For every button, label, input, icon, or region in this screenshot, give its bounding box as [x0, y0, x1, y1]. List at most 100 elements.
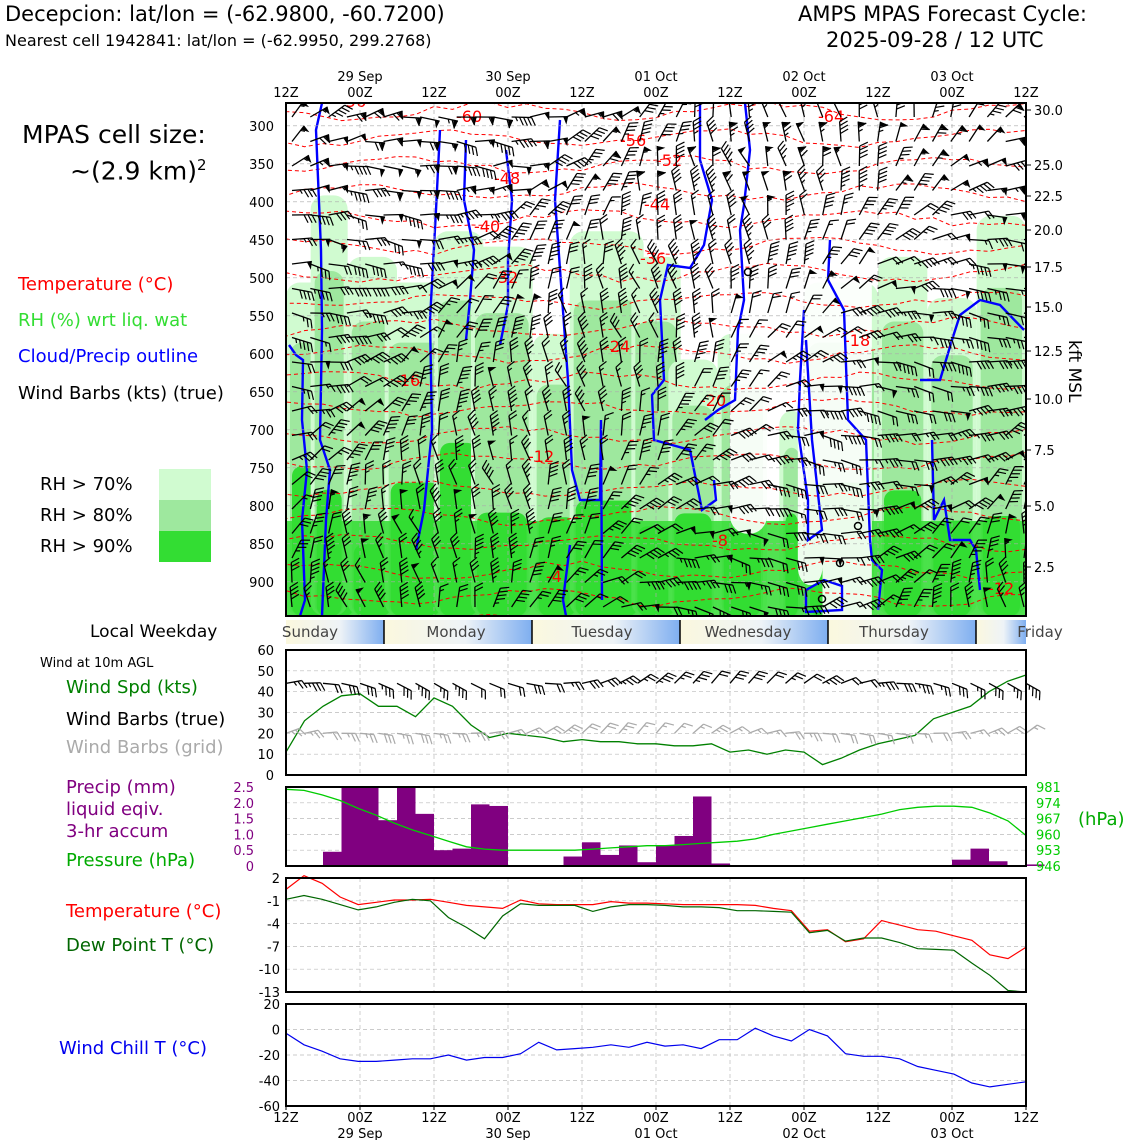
barb-feather [468, 237, 475, 246]
barb-half [720, 396, 725, 398]
barb-feather [584, 275, 593, 282]
wind-barb [914, 483, 935, 494]
barb-half [300, 129, 306, 132]
barb-feather [823, 605, 830, 614]
barb-feather [728, 197, 736, 204]
barb-feather [471, 483, 480, 490]
wind-barb [602, 172, 623, 191]
barb-feather [929, 432, 936, 441]
barb-feather [848, 435, 854, 445]
barb-staff [322, 682, 339, 686]
barb-feather [706, 443, 716, 447]
barb-feather [878, 150, 887, 155]
barb-feather [473, 397, 482, 404]
barb-feather [490, 519, 499, 527]
barb-feather [580, 287, 589, 294]
wind-barb [859, 434, 883, 448]
wind-barb [968, 404, 995, 416]
barb-feather [946, 543, 956, 548]
barb-feather [314, 520, 324, 523]
barb-feather [567, 493, 577, 498]
barb-feather [922, 684, 927, 694]
barb-feather [367, 494, 377, 498]
barb-feather [676, 313, 686, 319]
precip-bar [970, 848, 989, 866]
barb-half [763, 103, 768, 109]
barb-feather [775, 674, 785, 679]
barb-feather [832, 677, 841, 684]
barb-feather [510, 544, 519, 551]
barb-pennant [434, 120, 440, 129]
barb-feather [834, 411, 839, 420]
barb-feather [470, 417, 478, 425]
barb-feather [768, 252, 778, 257]
barb-feather [786, 488, 791, 498]
wind-barb [383, 189, 404, 202]
barb-feather [730, 271, 740, 278]
barb-feather [489, 170, 493, 180]
barb-half [804, 257, 810, 261]
barb-half [1000, 188, 1005, 193]
wind-barb [456, 165, 481, 177]
wind-barb [417, 434, 427, 461]
barb-feather [777, 140, 785, 149]
barb-pennant [1016, 103, 1025, 111]
barb-feather [599, 127, 608, 132]
barb-feather [440, 362, 450, 368]
barb-feather [899, 598, 909, 601]
barb-feather [910, 552, 918, 560]
barb-feather [785, 190, 795, 196]
barb-half [899, 157, 904, 160]
barb-feather [543, 311, 552, 319]
barb-feather [1006, 339, 1012, 349]
barb-feather [729, 201, 737, 208]
barb-feather [902, 234, 911, 241]
wind-barb [950, 471, 976, 486]
barb-feather [1012, 469, 1022, 471]
barb-half [840, 184, 846, 188]
barb-half [820, 128, 825, 133]
wind-barb [327, 489, 340, 510]
precip-bar [952, 859, 971, 866]
barb-feather [958, 129, 968, 133]
barb-feather [657, 171, 666, 178]
wind-barb [858, 103, 868, 118]
barb-half [470, 469, 475, 474]
wind-barb [584, 218, 600, 240]
barb-feather [895, 417, 899, 427]
barb-feather [745, 119, 753, 127]
barb-feather [436, 301, 445, 308]
barb-feather [944, 686, 948, 696]
wind-barb [895, 310, 922, 320]
barb-feather [598, 360, 607, 368]
barb-feather [929, 461, 934, 471]
barb-feather [670, 498, 679, 504]
barb-feather [801, 532, 807, 541]
barb-feather [416, 589, 425, 596]
barb-feather [829, 438, 832, 448]
barb-feather [474, 545, 484, 551]
barb-pennant [690, 526, 696, 535]
wind-barb [657, 606, 683, 616]
barb-feather [572, 179, 582, 182]
barb-feather [604, 244, 614, 249]
barb-feather [635, 368, 644, 376]
barb-feather [579, 567, 589, 571]
barb-feather [707, 217, 716, 225]
barb-feather [513, 326, 523, 331]
precip-bar [600, 854, 619, 866]
barb-half [405, 403, 411, 406]
barb-feather [889, 222, 899, 226]
wind-barb [365, 214, 386, 225]
barb-feather [354, 288, 360, 297]
barb-feather [484, 732, 490, 741]
barb-feather [823, 511, 828, 521]
wind-barb [895, 146, 913, 167]
wind-barb [309, 445, 334, 461]
barb-feather [797, 320, 807, 323]
barb-feather [866, 413, 870, 423]
barb-feather [824, 204, 834, 208]
wind-barb [913, 202, 939, 216]
barb-half [943, 311, 948, 317]
barb-feather [692, 250, 701, 257]
